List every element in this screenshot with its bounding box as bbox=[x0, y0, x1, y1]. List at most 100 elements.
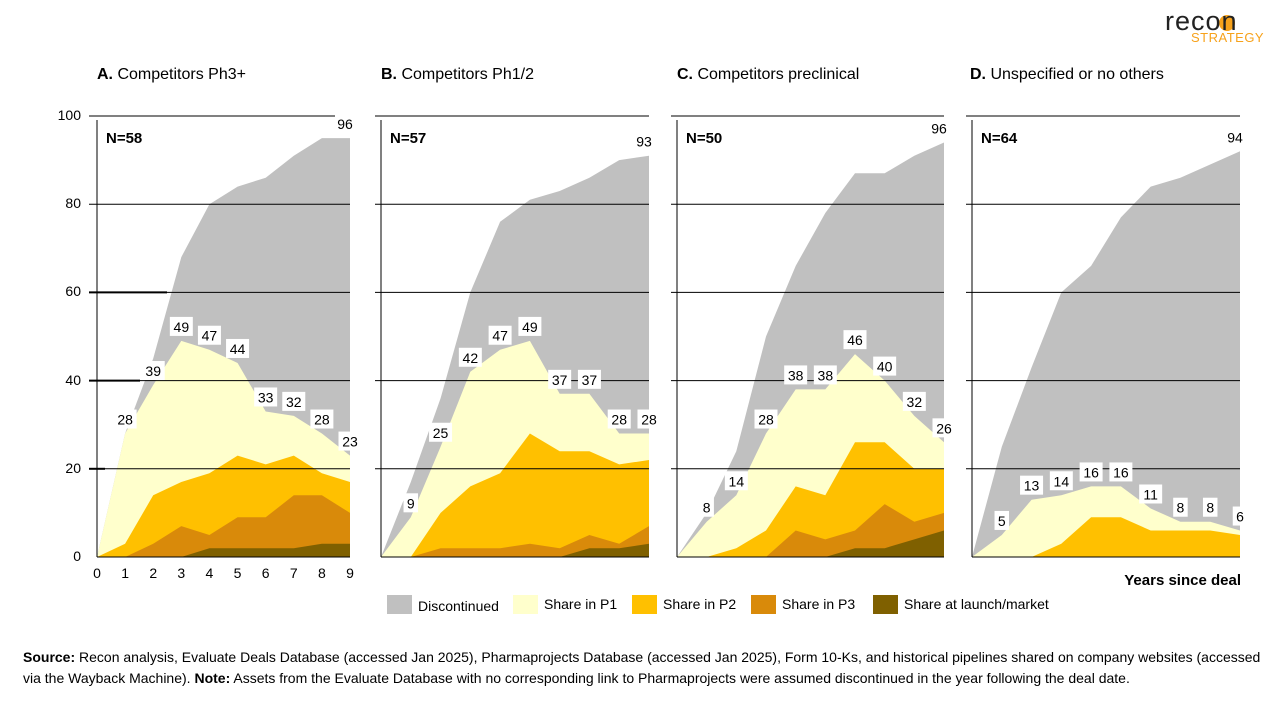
data-label-active-panel-a: 49 bbox=[169, 316, 193, 336]
n-label-panel-a: N=58 bbox=[106, 130, 142, 147]
x-tick-label: 0 bbox=[93, 565, 101, 581]
data-label-active-panel-a: 44 bbox=[226, 338, 250, 358]
svg-text:28: 28 bbox=[758, 412, 774, 428]
svg-text:39: 39 bbox=[145, 363, 161, 379]
x-tick-label: 1 bbox=[121, 565, 129, 581]
x-axis-title: Years since deal bbox=[1124, 572, 1241, 589]
n-label-panel-b: N=57 bbox=[390, 130, 426, 147]
panel-c-title: C. Competitors preclinical bbox=[677, 66, 859, 84]
data-label-total-panel-c: 96 bbox=[929, 118, 949, 136]
panel-d: N=64 5 13 14 16 16 11 8 8 6 94 bbox=[966, 115, 1248, 558]
panel-b-title: B. Competitors Ph1/2 bbox=[381, 66, 534, 84]
logo-wordmark: recon bbox=[1165, 6, 1238, 36]
svg-text:94: 94 bbox=[1227, 129, 1243, 145]
x-tick-label: 2 bbox=[149, 565, 157, 581]
x-tick-label: 5 bbox=[234, 565, 242, 581]
svg-text:6: 6 bbox=[1236, 509, 1244, 525]
panel-b: N=57 9 25 42 47 49 37 37 28 28 93 bbox=[375, 115, 661, 558]
data-label-active-panel-c: 14 bbox=[724, 471, 748, 491]
svg-text:14: 14 bbox=[729, 473, 745, 489]
svg-text:40: 40 bbox=[877, 359, 893, 375]
legend-swatch bbox=[632, 595, 657, 614]
source-text: Recon analysis, Evaluate Deals Database … bbox=[23, 649, 1261, 686]
area-discontinued-panel-d bbox=[972, 151, 1240, 558]
x-tick-label: 7 bbox=[290, 565, 298, 581]
svg-text:8: 8 bbox=[1206, 500, 1214, 516]
data-label-active-panel-c: 26 bbox=[932, 418, 956, 438]
data-label-active-panel-b: 25 bbox=[429, 422, 453, 442]
svg-text:47: 47 bbox=[492, 328, 508, 344]
data-label-active-panel-c: 28 bbox=[754, 409, 778, 429]
svg-text:93: 93 bbox=[636, 134, 652, 150]
data-label-active-panel-b: 42 bbox=[458, 347, 482, 367]
data-label-active-panel-b: 28 bbox=[607, 409, 631, 429]
data-label-active-panel-b: 9 bbox=[403, 493, 419, 513]
svg-text:25: 25 bbox=[433, 425, 449, 441]
data-label-active-panel-d: 5 bbox=[994, 510, 1010, 530]
data-label-active-panel-c: 38 bbox=[813, 365, 837, 385]
svg-text:96: 96 bbox=[931, 120, 947, 136]
y-tick-label: 100 bbox=[57, 107, 81, 123]
data-label-active-panel-b: 49 bbox=[518, 316, 542, 336]
legend-swatch bbox=[387, 595, 412, 614]
svg-text:32: 32 bbox=[286, 394, 302, 410]
data-label-active-panel-c: 32 bbox=[902, 391, 926, 411]
legend-label: Share in P2 bbox=[663, 596, 737, 612]
data-label-active-panel-b: 37 bbox=[577, 369, 601, 389]
svg-text:5: 5 bbox=[998, 513, 1006, 529]
x-tick-label: 6 bbox=[262, 565, 270, 581]
legend-swatch bbox=[513, 595, 538, 614]
panel-b-name: Competitors Ph1/2 bbox=[401, 66, 534, 83]
svg-text:13: 13 bbox=[1024, 478, 1040, 494]
svg-text:16: 16 bbox=[1083, 464, 1099, 480]
data-label-active-panel-d: 13 bbox=[1020, 475, 1044, 495]
svg-text:9: 9 bbox=[407, 495, 415, 511]
data-label-active-panel-b: 47 bbox=[488, 325, 512, 345]
area-share-at-launch-panel-c bbox=[677, 530, 944, 557]
svg-text:23: 23 bbox=[342, 434, 358, 450]
area-share-in-p3-panel-c bbox=[677, 504, 944, 557]
y-tick-label: 0 bbox=[73, 548, 81, 564]
panel-c: N=50 8 14 28 38 38 46 40 32 26 96 bbox=[671, 115, 956, 558]
panel-a-title: A. Competitors Ph3+ bbox=[97, 66, 246, 84]
panel-a-name: Competitors Ph3+ bbox=[117, 66, 246, 83]
svg-text:8: 8 bbox=[1177, 500, 1185, 516]
sun-icon bbox=[1219, 15, 1235, 31]
data-label-active-panel-c: 46 bbox=[843, 330, 867, 350]
data-label-active-panel-d: 6 bbox=[1232, 506, 1248, 526]
svg-text:8: 8 bbox=[703, 500, 711, 516]
note-text: Assets from the Evaluate Database with n… bbox=[230, 670, 1130, 686]
svg-text:28: 28 bbox=[641, 412, 657, 428]
data-label-active-panel-c: 38 bbox=[784, 365, 808, 385]
n-label-panel-c: N=50 bbox=[686, 130, 722, 147]
svg-text:42: 42 bbox=[463, 350, 479, 366]
svg-text:28: 28 bbox=[117, 412, 133, 428]
legend-swatch bbox=[751, 595, 776, 614]
svg-text:28: 28 bbox=[611, 412, 627, 428]
legend-label: Discontinued bbox=[418, 598, 499, 614]
data-label-active-panel-d: 16 bbox=[1079, 462, 1103, 482]
x-tick-label: 8 bbox=[318, 565, 326, 581]
svg-text:47: 47 bbox=[202, 328, 218, 344]
note-label: Note: bbox=[194, 670, 231, 686]
y-tick-label: 60 bbox=[65, 283, 81, 300]
svg-text:49: 49 bbox=[174, 319, 190, 335]
x-tick-label: 9 bbox=[346, 565, 354, 581]
svg-text:14: 14 bbox=[1054, 473, 1070, 489]
y-tick-label: 40 bbox=[65, 371, 81, 388]
data-label-active-panel-d: 11 bbox=[1139, 484, 1163, 504]
legend-label: Share in P3 bbox=[782, 596, 856, 612]
data-label-active-panel-d: 14 bbox=[1049, 471, 1073, 491]
data-label-active-panel-a: 39 bbox=[141, 361, 165, 381]
svg-text:44: 44 bbox=[230, 341, 246, 357]
data-label-active-panel-d: 16 bbox=[1109, 462, 1133, 482]
svg-text:33: 33 bbox=[258, 389, 274, 405]
svg-text:46: 46 bbox=[847, 332, 863, 348]
svg-text:38: 38 bbox=[788, 367, 804, 383]
svg-text:49: 49 bbox=[522, 319, 538, 335]
x-tick-label: 3 bbox=[177, 565, 185, 581]
panel-c-letter: C. bbox=[677, 66, 693, 83]
data-label-active-panel-a: 28 bbox=[113, 409, 137, 429]
data-label-active-panel-a: 47 bbox=[197, 325, 221, 345]
